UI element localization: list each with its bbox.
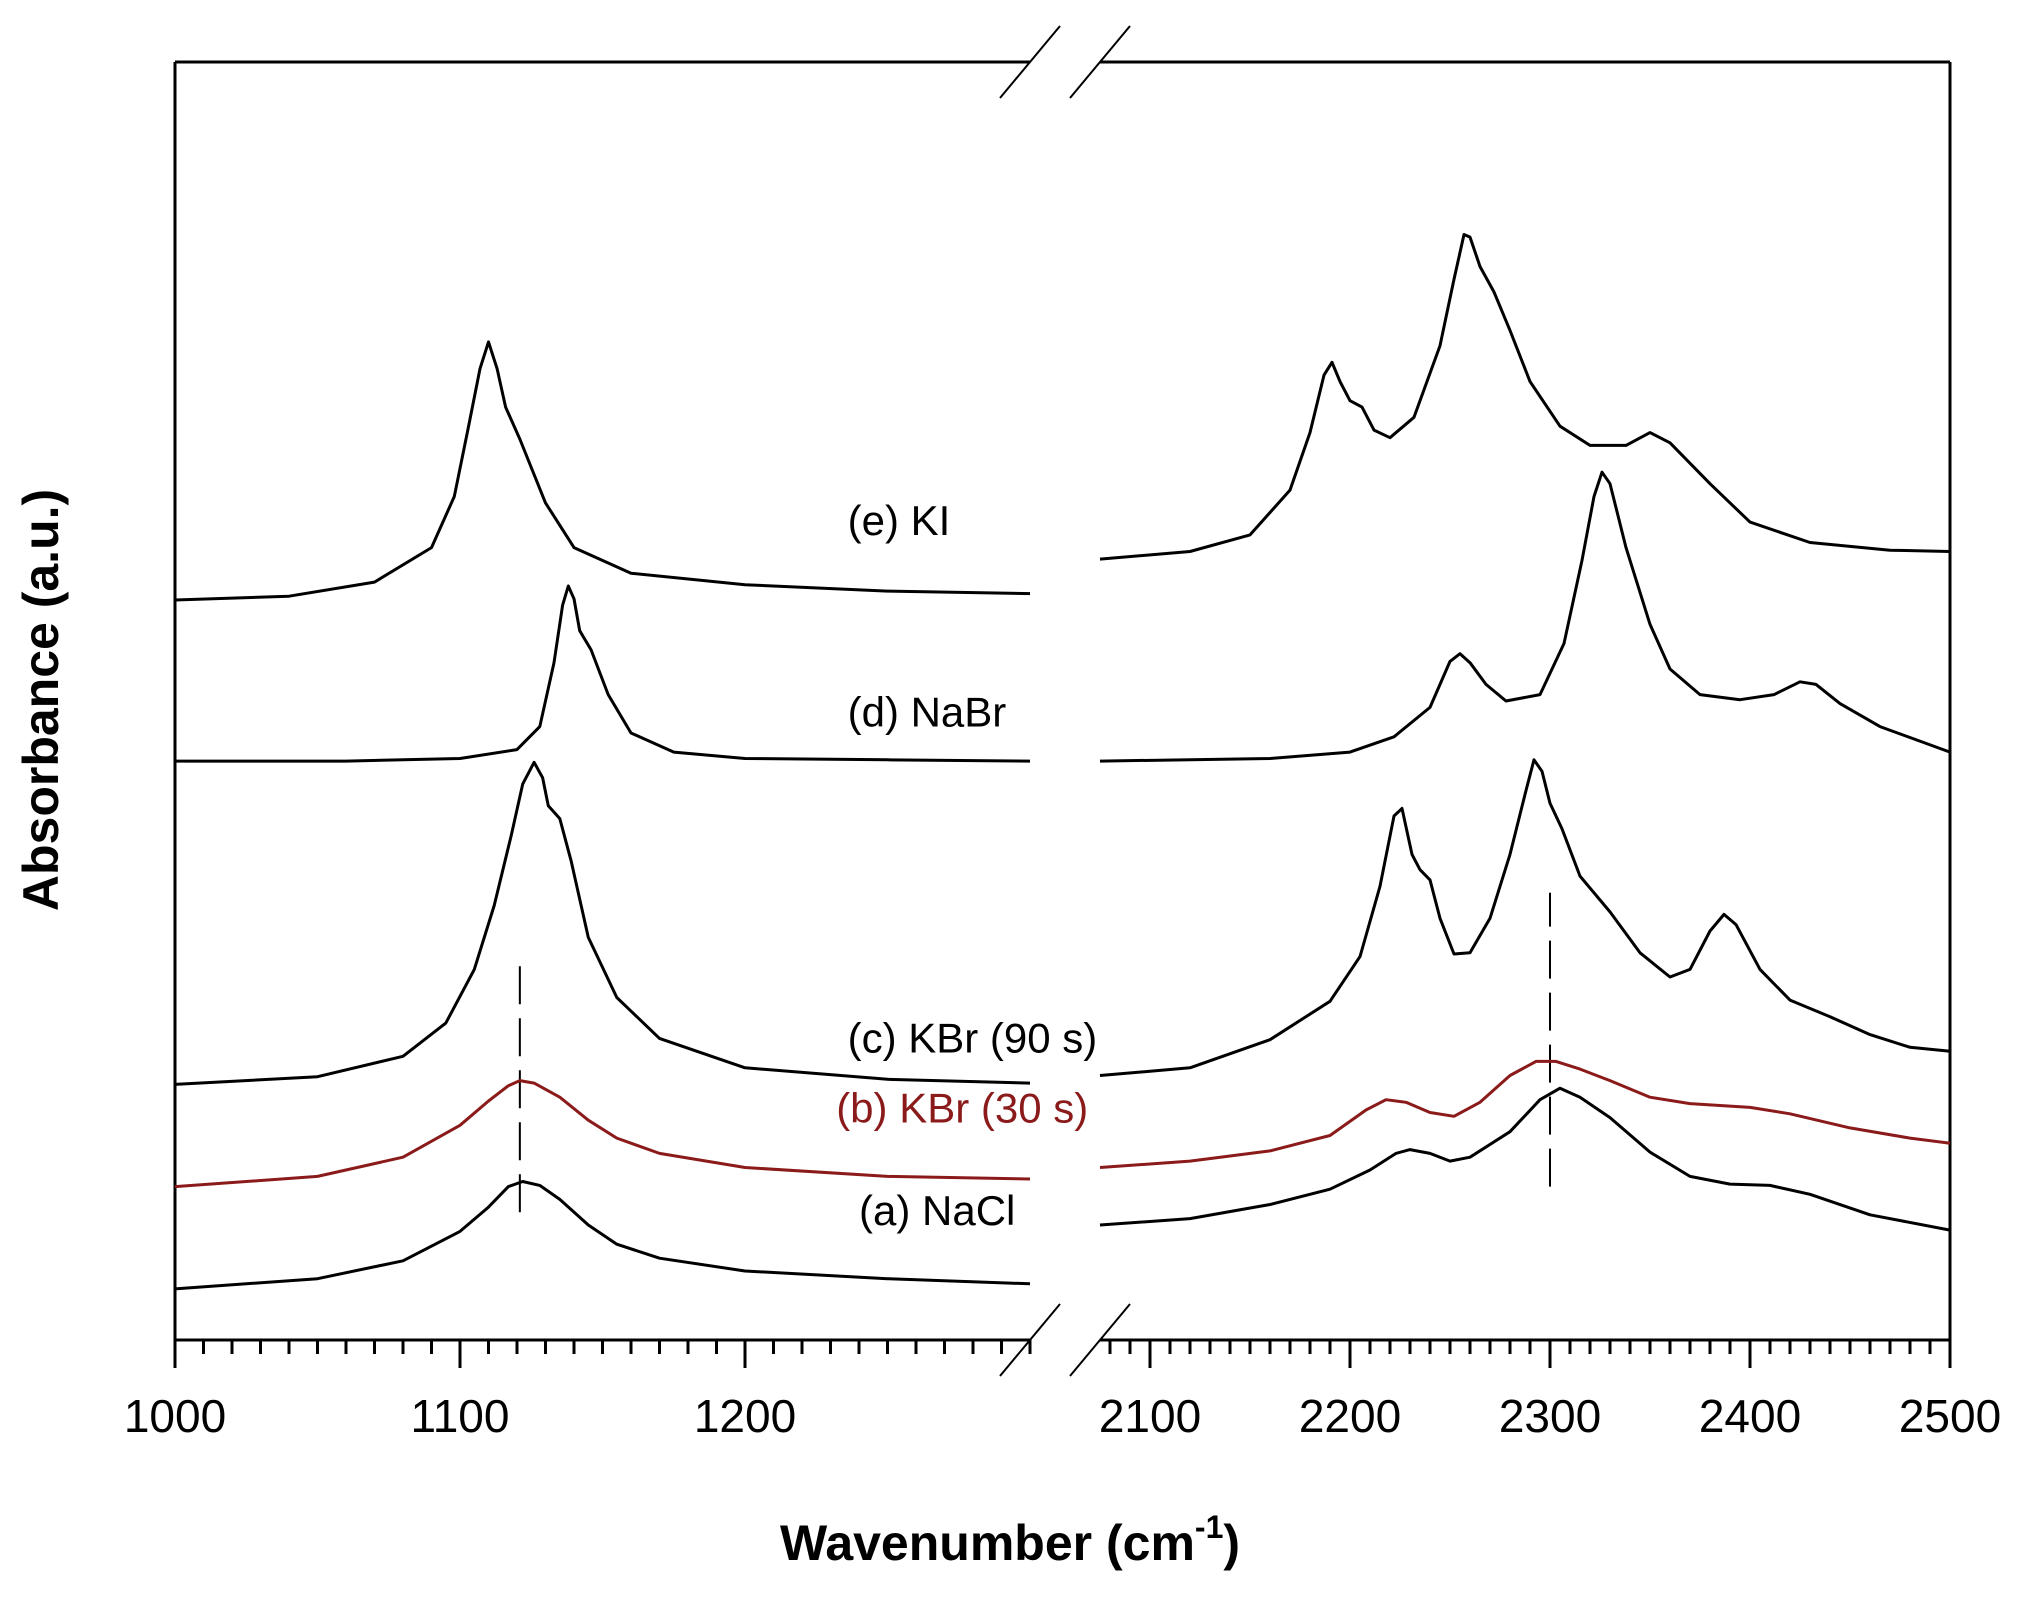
axis-break-marks bbox=[999, 25, 1131, 1377]
break-slash bbox=[999, 25, 1061, 99]
series-labels: (a) NaCl (b) KBr (30 s) (c) KBr (90 s) (d) … bbox=[836, 497, 1097, 1234]
x-axis-title-superscript: -1 bbox=[1195, 1509, 1223, 1545]
x-tick-label: 2300 bbox=[1499, 1390, 1601, 1442]
series-label-2: (c) KBr (90 s) bbox=[848, 1014, 1098, 1061]
series-label-1: (b) KBr (30 s) bbox=[836, 1085, 1088, 1132]
break-slash bbox=[999, 1303, 1061, 1377]
series-line-2-seg-0 bbox=[174, 760, 1031, 1086]
x-tick-label: 2200 bbox=[1299, 1390, 1401, 1442]
series-line-0-seg-1 bbox=[1099, 1086, 1951, 1232]
x-axis-ticks: 1000 1100 1200 2100 2200 2300 2400 2500 bbox=[124, 1340, 2001, 1442]
x-axis-title-end: ) bbox=[1223, 1515, 1240, 1571]
x-tick-label: 1000 bbox=[124, 1390, 226, 1442]
series-line-1-seg-1 bbox=[1099, 1059, 1951, 1169]
x-tick-label: 1200 bbox=[694, 1390, 796, 1442]
reference-lines bbox=[518, 892, 1551, 1213]
series-line-1-seg-0 bbox=[174, 1079, 1031, 1189]
break-slash bbox=[1069, 25, 1131, 99]
plot-frame bbox=[173, 60, 1952, 1342]
x-axis-title-main: Wavenumber (cm bbox=[780, 1515, 1195, 1571]
series-label-3: (d) NaBr bbox=[848, 689, 1007, 736]
series-layer bbox=[174, 233, 1951, 1291]
series-label-0: (a) NaCl bbox=[859, 1187, 1015, 1234]
y-axis-title: Absorbance (a.u.) bbox=[13, 489, 69, 911]
series-line-3-seg-1 bbox=[1099, 470, 1951, 763]
series-label-4: (e) KI bbox=[848, 497, 951, 544]
x-axis-title: Wavenumber (cm-1) bbox=[780, 1509, 1240, 1571]
x-tick-label: 2100 bbox=[1099, 1390, 1201, 1442]
series-line-4-seg-1 bbox=[1099, 233, 1951, 561]
series-line-4-seg-0 bbox=[174, 340, 1031, 602]
series-line-2-seg-1 bbox=[1099, 758, 1951, 1077]
x-tick-label: 1100 bbox=[411, 1390, 510, 1442]
x-tick-label: 2400 bbox=[1699, 1390, 1801, 1442]
break-slash bbox=[1069, 1303, 1131, 1377]
x-tick-label: 2500 bbox=[1899, 1390, 2001, 1442]
series-line-0-seg-0 bbox=[174, 1180, 1031, 1291]
series-line-3-seg-0 bbox=[175, 584, 1031, 763]
